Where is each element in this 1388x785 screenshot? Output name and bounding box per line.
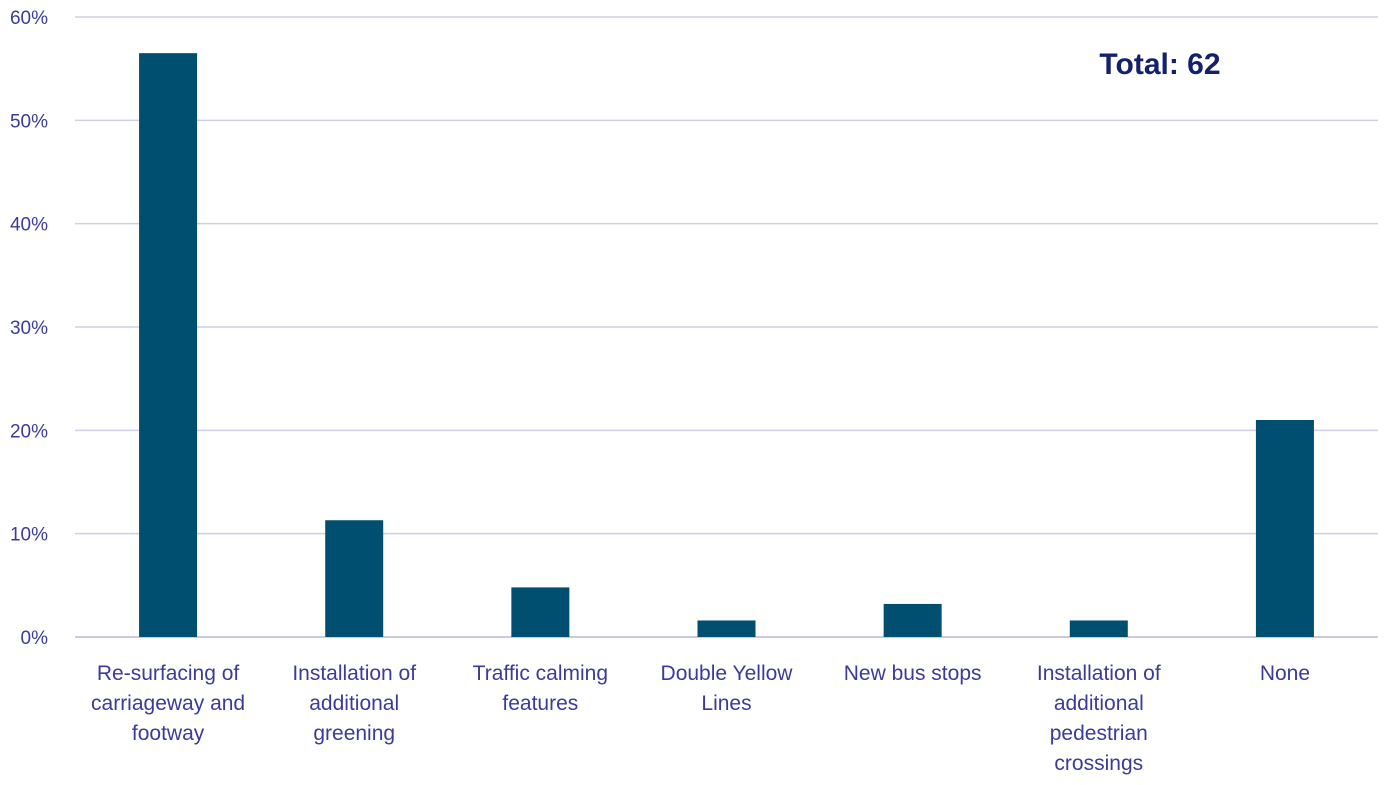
y-tick-label: 20% <box>10 421 48 442</box>
y-tick-label: 60% <box>10 8 48 29</box>
y-tick-label: 40% <box>10 215 48 236</box>
x-category-label: Re-surfacing of carriageway and footway <box>91 662 245 745</box>
bars <box>139 53 1314 637</box>
total-annotation: Total: 62 <box>1099 48 1220 81</box>
y-tick-label: 0% <box>21 628 49 649</box>
bar <box>139 53 198 637</box>
x-category-label: Installation of additional pedestrian cross… <box>1037 662 1161 775</box>
bar <box>511 587 570 637</box>
bar <box>883 603 942 637</box>
bar <box>1069 620 1128 637</box>
bar <box>697 620 756 637</box>
y-axis-ticks: 0% 10% 20% 30% 40% 50% 60% <box>10 8 48 649</box>
y-tick-label: 30% <box>10 318 48 339</box>
x-category-label: None <box>1260 662 1310 685</box>
gridlines <box>75 16 1378 638</box>
x-category-label: Traffic calming features <box>473 662 608 715</box>
bar <box>325 520 384 637</box>
x-category-label: Double Yellow Lines <box>661 662 794 715</box>
x-category-label: Installation of additional greening <box>292 662 416 745</box>
bar <box>1255 420 1314 637</box>
y-tick-label: 50% <box>10 111 48 132</box>
x-category-label: New bus stops <box>844 662 982 685</box>
x-axis-labels: Re-surfacing of carriageway and footway Ins… <box>91 662 1310 775</box>
y-tick-label: 10% <box>10 525 48 546</box>
